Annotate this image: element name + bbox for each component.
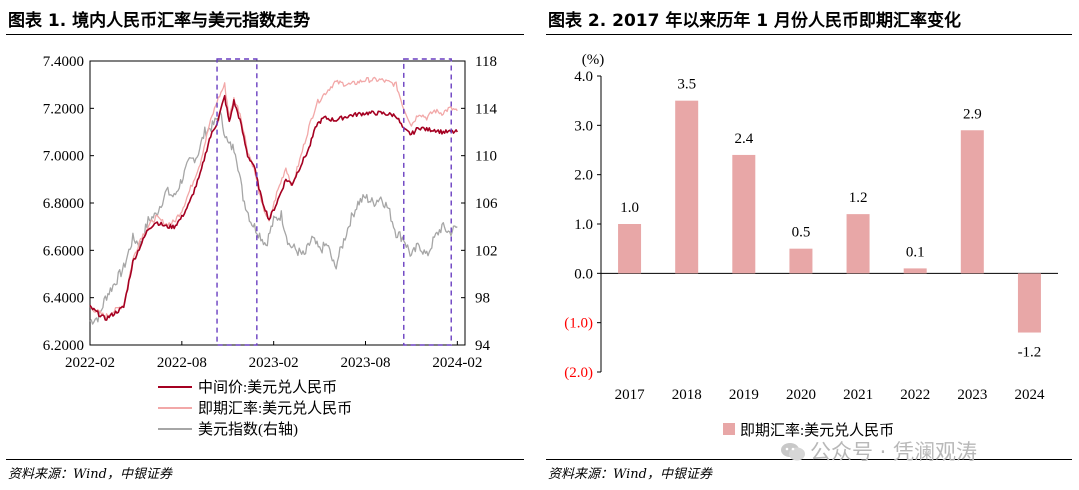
x-axis-tick-label: 2023-08 (341, 355, 391, 371)
right-bar-chart: (%)4.0 3.0 2.0 1.0 0.0 (1.0) (2.0) 1.0 2017 3.5 20… (564, 52, 1058, 439)
x-axis-tick-label: 2024-02 (432, 355, 482, 371)
left-axis-tick-label: 7.0000 (43, 149, 84, 165)
legend-swatch (723, 423, 735, 435)
right-axis-tick-label: 114 (475, 101, 497, 117)
bar-2017 (618, 224, 642, 274)
legend-spot-rate: 即期汇率:美元兑人民币 (723, 422, 894, 439)
legend-label: 即期汇率:美元兑人民币 (740, 422, 894, 439)
x-axis-tick-label: 2023 (957, 387, 987, 403)
y-axis-tick-label: 0.0 (574, 266, 593, 282)
x-axis-tick-label: 2022-08 (157, 355, 207, 371)
x-axis-tick-label: 2017 (615, 387, 646, 403)
data-label-2018: 3.5 (677, 77, 696, 93)
y-axis-tick-label: 3.0 (574, 118, 593, 134)
series-line-dollar-index (89, 110, 458, 325)
highlight-box-2 (403, 58, 452, 346)
watermark-text: 公众号 · 凭澜观涛 (810, 440, 978, 464)
right-axis-tick-label: 94 (475, 338, 491, 354)
right-axis-tick-label: 106 (475, 196, 498, 212)
bar-2023 (960, 130, 984, 274)
y-axis-tick-label: (1.0) (564, 316, 593, 332)
x-axis-tick-label: 2023-02 (249, 355, 299, 371)
y-axis-tick-label: (2.0) (564, 365, 593, 381)
x-axis-tick-label: 2021 (843, 387, 873, 403)
bar-2021 (846, 214, 870, 274)
bar-2024 (1017, 273, 1041, 333)
left-title-rule (6, 34, 524, 35)
legend-label: 中间价:美元兑人民币 (198, 379, 337, 396)
x-axis-tick-label: 2024 (1014, 387, 1045, 403)
right-chart-title: 图表 2. 2017 年以来历年 1 月份人民币即期汇率变化 (548, 11, 962, 31)
legend-dollar-index: 美元指数(右轴) (158, 421, 298, 438)
bar-2020 (789, 248, 813, 274)
y-axis-tick-label: 1.0 (574, 217, 593, 233)
legend-spot-rate: 即期汇率:美元兑人民币 (158, 400, 352, 417)
left-line-chart: 7.4000 7.2000 7.0000 6.8000 6.6000 6.4000 6.20… (43, 54, 498, 438)
y-axis-unit-label: (%) (582, 52, 605, 68)
bar-2019 (732, 154, 756, 274)
left-axis-tick-label: 7.2000 (43, 101, 84, 117)
series-line-spot-rate (89, 76, 458, 320)
data-label-2024: -1.2 (1018, 345, 1042, 361)
legend-label: 即期汇率:美元兑人民币 (198, 400, 352, 417)
bar-2018 (675, 100, 699, 274)
data-label-2023: 2.9 (963, 106, 982, 122)
wechat-icon (780, 442, 806, 462)
x-axis-tick-label: 2020 (786, 387, 816, 403)
bar-2022 (903, 268, 927, 274)
left-axis-tick-label: 6.8000 (43, 196, 84, 212)
left-bottom-rule (6, 459, 524, 460)
legend-label: 美元指数(右轴) (198, 421, 298, 438)
y-axis-tick-label: 2.0 (574, 168, 593, 184)
data-label-2021: 1.2 (849, 190, 868, 206)
right-title-rule (546, 34, 1072, 35)
right-axis-tick-label: 118 (475, 54, 497, 70)
watermark: 公众号 · 凭澜观涛 (780, 436, 977, 466)
right-axis-tick-label: 110 (475, 149, 497, 165)
right-axis-tick-label: 102 (475, 243, 498, 259)
right-axis-tick-label: 98 (475, 291, 490, 307)
data-label-2017: 1.0 (620, 200, 639, 216)
series-line-central-parity (89, 94, 458, 321)
data-label-2020: 0.5 (792, 225, 811, 241)
left-axis-tick-label: 6.4000 (43, 291, 84, 307)
right-bottom-rule (546, 459, 1072, 460)
left-chart-title: 图表 1. 境内人民币汇率与美元指数走势 (8, 11, 311, 31)
highlight-box-1 (216, 58, 258, 346)
x-axis-tick-label: 2018 (672, 387, 702, 403)
x-axis-tick-label: 2022 (900, 387, 930, 403)
y-axis-tick-label: 4.0 (574, 69, 593, 85)
left-axis-tick-label: 7.4000 (43, 54, 84, 70)
data-label-2019: 2.4 (734, 131, 753, 147)
left-axis-tick-label: 6.2000 (43, 338, 84, 354)
left-source-note: 资料来源：Wind，中银证券 (8, 467, 172, 482)
x-axis-tick-label: 2022-02 (65, 355, 115, 371)
data-label-2022: 0.1 (906, 244, 925, 260)
legend-central-parity: 中间价:美元兑人民币 (158, 379, 337, 396)
x-axis-tick-label: 2019 (729, 387, 759, 403)
left-axis-tick-label: 6.6000 (43, 243, 84, 259)
right-source-note: 资料来源：Wind，中银证券 (548, 467, 712, 482)
